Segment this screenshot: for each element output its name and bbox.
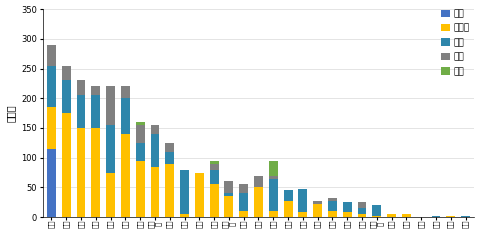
Bar [225,182,233,193]
Bar [151,134,159,167]
Bar [121,98,130,134]
Bar [358,214,366,217]
Bar [254,176,263,187]
Bar [299,189,307,212]
Bar [372,216,381,217]
Bar [299,212,307,217]
Bar [328,211,337,217]
Bar [210,164,218,170]
Bar [269,176,278,179]
Bar [180,214,189,217]
Bar [77,95,85,128]
Bar [106,86,115,125]
Bar [180,170,189,214]
Bar [284,201,292,217]
Bar [446,216,455,217]
Bar [165,164,174,217]
Bar [269,211,278,217]
Bar [47,107,56,149]
Bar [210,161,218,164]
Bar [313,204,322,217]
Bar [313,201,322,204]
Bar [254,187,263,217]
Bar [387,214,396,217]
Bar [358,208,366,214]
Bar [136,125,144,143]
Bar [91,86,100,95]
Bar [328,201,337,211]
Bar [47,149,56,217]
Bar [136,143,144,161]
Bar [402,214,411,217]
Y-axis label: 万千瓦: 万千瓦 [6,104,15,122]
Bar [225,196,233,217]
Bar [269,179,278,211]
Bar [210,170,218,184]
Bar [47,66,56,107]
Bar [77,128,85,217]
Bar [165,143,174,152]
Bar [91,128,100,217]
Bar [372,205,381,216]
Bar [47,45,56,66]
Bar [195,172,204,217]
Bar [343,202,352,212]
Bar [106,125,115,172]
Bar [62,80,71,113]
Bar [239,193,248,211]
Bar [343,212,352,217]
Bar [77,80,85,95]
Bar [106,172,115,217]
Bar [136,122,144,125]
Bar [284,190,292,201]
Bar [358,202,366,208]
Bar [432,216,441,217]
Bar [121,86,130,98]
Bar [62,66,71,80]
Bar [136,161,144,217]
Bar [225,193,233,196]
Bar [151,167,159,217]
Bar [121,134,130,217]
Bar [239,184,248,193]
Bar [210,184,218,217]
Bar [461,216,470,217]
Bar [269,161,278,176]
Bar [165,152,174,164]
Legend: 其它, 太阳能, 风电, 火电, 水电: 其它, 太阳能, 风电, 火电, 水电 [441,9,470,76]
Bar [62,113,71,217]
Bar [239,211,248,217]
Bar [328,197,337,201]
Bar [91,95,100,128]
Bar [151,125,159,134]
